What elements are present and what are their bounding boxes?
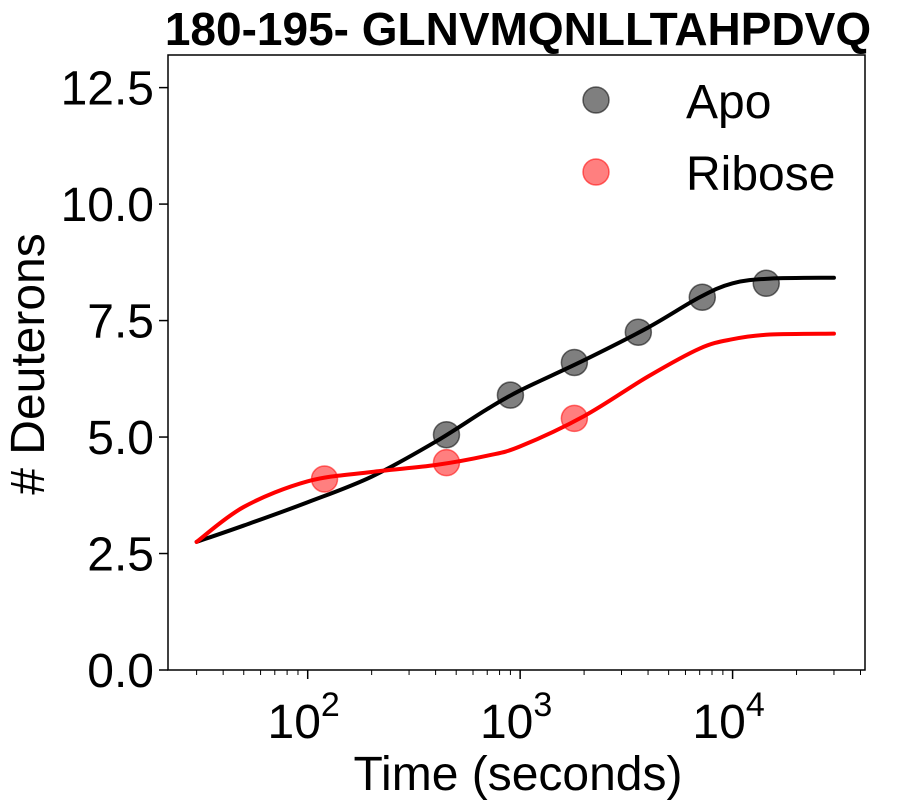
data-point-ribose <box>560 404 589 433</box>
x-tick-base: 10 <box>268 696 321 749</box>
data-point-apo <box>432 420 461 449</box>
legend-label-apo: Apo <box>686 76 771 129</box>
chart-title: 180-195- GLNVMQNLLTAHPDVQ <box>165 3 871 55</box>
x-tick-label: 104 <box>692 686 764 749</box>
y-axis: 0.0 2.5 5.0 7.5 10.0 12.5 <box>61 63 168 698</box>
y-tick-label: 12.5 <box>61 63 154 116</box>
y-tick-label: 7.5 <box>87 296 154 349</box>
x-tick-label: 103 <box>480 686 552 749</box>
data-point-apo <box>496 381 525 409</box>
fit-line-apo <box>194 275 836 544</box>
x-tick-exponent: 3 <box>533 686 552 724</box>
y-tick-label: 2.5 <box>87 529 154 582</box>
legend: Apo Ribose <box>582 76 835 201</box>
y-axis-label: # Deuterons <box>2 233 55 495</box>
legend-marker-ribose <box>582 158 610 186</box>
x-tick-exponent: 2 <box>321 686 340 724</box>
x-tick-base: 10 <box>480 696 533 749</box>
x-axis-label: Time (seconds) <box>354 748 683 801</box>
y-tick-label: 0.0 <box>87 645 154 698</box>
plot-frame <box>167 54 866 671</box>
y-tick-label: 10.0 <box>61 179 154 232</box>
x-tick-exponent: 4 <box>746 686 765 724</box>
legend-label-ribose: Ribose <box>686 148 835 201</box>
plot-area <box>194 269 836 544</box>
x-tick-label: 102 <box>268 686 340 749</box>
x-tick-base: 10 <box>692 696 745 749</box>
fit-line-ribose <box>194 331 836 544</box>
legend-marker-apo <box>582 86 610 114</box>
data-point-apo <box>752 269 780 298</box>
y-tick-label: 5.0 <box>87 412 154 465</box>
data-point-apo <box>624 318 653 346</box>
data-point-ribose <box>310 465 339 493</box>
data-point-apo <box>688 283 717 312</box>
data-point-ribose <box>432 448 461 477</box>
x-axis: 102 103 104 <box>196 670 861 749</box>
data-point-apo <box>560 348 589 377</box>
